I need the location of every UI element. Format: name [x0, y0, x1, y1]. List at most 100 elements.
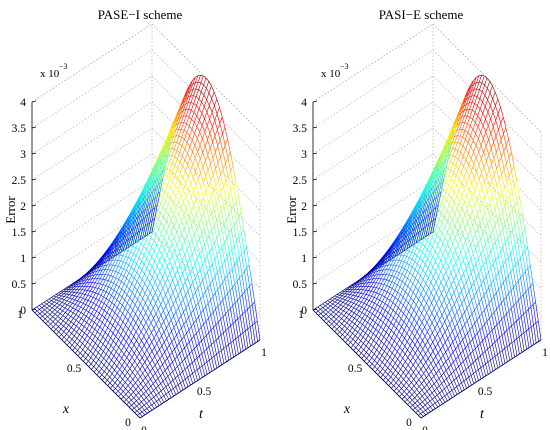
- surface-mesh-segment: [149, 262, 153, 267]
- surface-mesh-segment: [208, 81, 212, 87]
- surface-mesh-segment: [60, 291, 64, 294]
- surface-mesh-segment: [133, 340, 137, 346]
- surface-mesh-segment: [224, 145, 229, 158]
- surface-mesh-segment: [181, 241, 185, 247]
- surface-mesh-segment: [59, 298, 62, 302]
- surface-mesh-segment: [211, 85, 215, 92]
- surface-mesh-segment: [95, 359, 99, 364]
- surface-mesh-segment: [153, 401, 157, 404]
- surface-mesh-segment: [151, 396, 154, 400]
- surface-mesh-segment: [125, 320, 129, 326]
- surface-mesh-segment: [72, 312, 76, 315]
- surface-mesh-segment: [152, 287, 156, 293]
- surface-mesh-segment: [237, 334, 241, 338]
- surface-mesh-segment: [69, 347, 73, 351]
- surface-mesh-segment: [194, 345, 197, 349]
- surface-mesh-segment: [116, 362, 120, 367]
- surface-mesh-segment: [91, 326, 95, 330]
- surface-mesh-segment: [107, 380, 111, 384]
- surface-mesh-segment: [165, 384, 169, 387]
- surface-mesh-segment: [153, 394, 157, 398]
- surface-mesh-segment: [359, 283, 363, 287]
- surface-mesh-segment: [92, 342, 96, 348]
- surface-mesh-segment: [58, 295, 62, 299]
- surface-mesh-segment: [239, 294, 243, 298]
- surface-mesh-segment: [154, 282, 158, 288]
- surface-mesh-segment: [208, 196, 212, 203]
- surface-mesh-segment: [196, 98, 200, 106]
- surface-mesh-segment: [119, 372, 123, 377]
- surface-mesh-segment: [108, 249, 113, 256]
- surface-mesh-segment: [116, 354, 120, 360]
- surface-mesh-segment: [46, 302, 50, 305]
- surface-mesh-segment: [59, 308, 63, 312]
- surface-mesh-segment: [120, 268, 124, 275]
- surface-mesh-segment: [77, 300, 81, 303]
- surface-mesh-segment: [66, 342, 70, 346]
- surface-mesh-segment: [196, 119, 200, 127]
- surface-mesh-segment: [114, 304, 118, 308]
- surface-mesh-segment: [141, 273, 145, 280]
- surface-mesh-segment: [162, 364, 166, 371]
- x-tick-label: 1: [298, 309, 304, 321]
- surface-mesh-segment: [156, 255, 160, 261]
- surface-mesh-segment: [101, 364, 105, 369]
- surface-mesh-segment: [207, 169, 212, 181]
- surface-mesh-segment: [71, 327, 75, 331]
- surface-mesh-segment: [219, 133, 223, 140]
- surface-mesh-segment: [161, 395, 164, 398]
- surface-mesh-segment: [121, 225, 125, 232]
- surface-mesh-segment: [163, 317, 167, 322]
- surface-mesh-segment: [248, 264, 253, 284]
- surface-mesh-segment: [234, 261, 238, 266]
- surface-mesh-segment: [179, 339, 182, 343]
- surface-mesh-segment: [347, 342, 351, 346]
- surface-mesh-segment: [187, 90, 191, 98]
- surface-mesh-segment: [104, 377, 108, 381]
- surface-mesh-segment: [160, 390, 164, 397]
- surface-mesh-segment: [368, 291, 372, 296]
- surface-mesh-segment: [149, 363, 153, 369]
- surface-mesh-segment: [402, 231, 406, 237]
- surface-mesh-segment: [385, 260, 389, 266]
- surface-mesh-segment: [71, 344, 76, 348]
- surface-mesh-segment: [216, 220, 220, 234]
- surface-mesh-segment: [132, 233, 136, 240]
- surface-mesh-segment: [128, 224, 132, 234]
- surface-mesh-segment: [215, 305, 219, 310]
- surface-mesh-segment: [107, 342, 112, 346]
- surface-mesh-segment: [372, 309, 376, 314]
- surface-mesh-segment: [136, 258, 140, 265]
- surface-mesh-segment: [113, 277, 117, 284]
- surface-mesh-segment: [152, 380, 156, 384]
- surface-mesh-segment: [201, 244, 205, 250]
- surface-mesh-segment: [224, 293, 228, 297]
- surface-mesh-segment: [60, 313, 64, 316]
- surface-mesh-segment: [188, 125, 193, 130]
- surface-mesh-segment: [166, 136, 170, 146]
- surface-mesh-segment: [202, 291, 206, 296]
- surface-mesh-segment: [365, 286, 369, 291]
- surface-mesh-segment: [115, 247, 119, 256]
- surface-mesh-segment: [66, 336, 70, 340]
- surface-mesh-segment: [58, 334, 62, 338]
- surface-mesh-segment: [166, 226, 170, 233]
- surface-mesh-segment: [74, 296, 78, 301]
- surface-mesh-segment: [109, 310, 113, 316]
- surface-mesh-segment: [126, 345, 130, 350]
- surface-mesh-segment: [244, 267, 248, 272]
- surface-mesh-segment: [216, 107, 220, 114]
- surface-mesh-segment: [200, 280, 203, 285]
- z-tick: [312, 204, 318, 207]
- z-tick: [312, 100, 318, 103]
- surface-mesh-segment: [172, 267, 176, 276]
- surface-mesh-segment: [232, 323, 236, 339]
- surface-mesh-segment: [144, 273, 148, 279]
- surface-mesh-segment: [133, 395, 137, 398]
- surface-mesh-segment: [79, 334, 83, 338]
- surface-mesh-segment: [335, 299, 338, 303]
- surface-mesh-segment: [317, 309, 321, 312]
- z-axis-label: Error: [3, 196, 18, 224]
- surface-mesh-segment: [137, 290, 141, 295]
- surface-mesh-segment: [113, 340, 117, 345]
